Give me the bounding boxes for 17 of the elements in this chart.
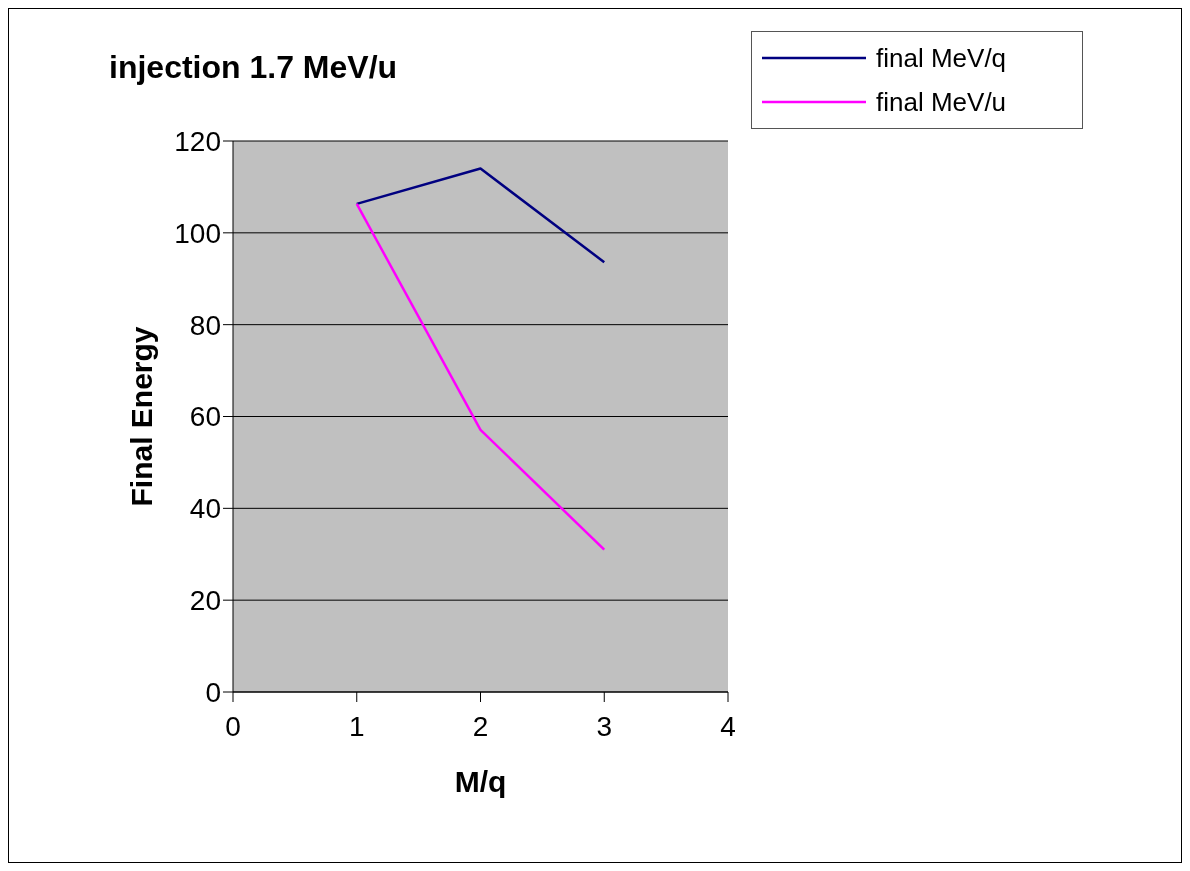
chart-title: injection 1.7 MeV/u xyxy=(109,49,398,86)
legend-label: final MeV/q xyxy=(876,42,1007,74)
y-tick-label: 40 xyxy=(189,493,221,525)
x-tick-label: 0 xyxy=(225,710,241,742)
y-tick-label: 80 xyxy=(189,309,221,341)
y-tick-label: 0 xyxy=(205,676,221,708)
y-tick-label: 120 xyxy=(174,125,221,157)
legend-label: final MeV/u xyxy=(876,86,1007,118)
x-tick-label: 2 xyxy=(472,710,489,742)
y-axis-title: Final Energy xyxy=(124,326,158,507)
x-tick-label: 4 xyxy=(720,710,736,742)
y-tick-label: 60 xyxy=(189,401,221,433)
x-tick-label: 3 xyxy=(596,710,613,742)
x-tick-label: 1 xyxy=(348,710,365,742)
y-tick-label: 100 xyxy=(174,217,221,249)
x-axis-title: M/q xyxy=(454,765,507,798)
y-tick-label: 20 xyxy=(189,585,221,617)
